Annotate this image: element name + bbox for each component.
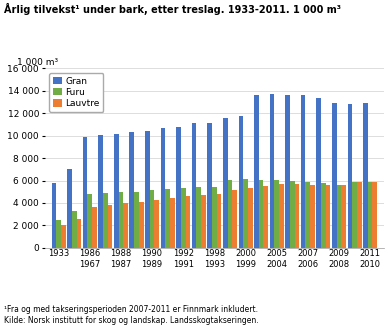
Bar <box>223 118 228 248</box>
Bar <box>270 94 274 248</box>
Bar <box>52 183 56 248</box>
Bar <box>228 180 232 248</box>
Bar <box>337 185 341 248</box>
Bar <box>67 169 72 248</box>
Bar <box>372 182 377 248</box>
Bar <box>123 203 128 248</box>
Bar <box>263 185 268 248</box>
Bar <box>357 182 362 248</box>
Bar <box>87 194 92 248</box>
Bar <box>150 190 154 248</box>
Bar <box>103 193 108 248</box>
Bar <box>254 95 259 248</box>
Bar <box>248 188 253 248</box>
Bar <box>92 207 97 248</box>
Bar <box>145 131 150 248</box>
Bar <box>154 200 159 248</box>
Bar <box>61 225 66 248</box>
Bar <box>165 189 170 248</box>
Bar <box>352 182 357 248</box>
Bar <box>176 127 181 248</box>
Bar <box>119 192 123 248</box>
Bar <box>170 198 175 248</box>
Bar <box>201 195 206 248</box>
Bar <box>326 185 331 248</box>
Bar <box>185 196 190 248</box>
Bar <box>363 103 368 248</box>
Bar <box>108 205 113 248</box>
Bar <box>285 95 290 248</box>
Bar <box>348 104 352 248</box>
Bar <box>134 192 139 248</box>
Bar <box>332 103 337 248</box>
Bar <box>130 132 134 248</box>
Bar <box>232 190 237 248</box>
Bar <box>316 98 321 248</box>
Bar <box>212 187 217 248</box>
Bar <box>192 123 196 248</box>
Bar <box>83 137 87 248</box>
Bar <box>72 211 76 248</box>
Bar <box>207 123 212 248</box>
Bar <box>290 181 294 248</box>
Bar <box>243 179 248 248</box>
Bar <box>196 187 201 248</box>
Bar <box>294 185 299 248</box>
Bar <box>76 219 81 248</box>
Bar <box>279 184 284 248</box>
Text: ¹Fra og med takseringsperioden 2007-2011 er Finnmark inkludert.: ¹Fra og med takseringsperioden 2007-2011… <box>4 305 258 314</box>
Bar <box>301 96 305 248</box>
Legend: Gran, Furu, Lauvtre: Gran, Furu, Lauvtre <box>49 73 103 112</box>
Bar <box>274 180 279 248</box>
Bar <box>181 188 185 248</box>
Bar <box>368 182 372 248</box>
Bar <box>259 180 263 248</box>
Text: Årlig tilvekst¹ under bark, etter treslag. 1933-2011. 1 000 m³: Årlig tilvekst¹ under bark, etter tresla… <box>4 3 341 15</box>
Bar <box>305 182 310 248</box>
Bar <box>310 185 315 248</box>
Bar <box>239 116 243 248</box>
Bar <box>56 220 61 248</box>
Text: 1 000 m³: 1 000 m³ <box>17 58 59 67</box>
Bar <box>341 185 346 248</box>
Bar <box>321 183 326 248</box>
Bar <box>98 135 103 248</box>
Bar <box>139 202 144 248</box>
Bar <box>217 194 222 248</box>
Bar <box>114 134 119 248</box>
Text: Kilde: Norsk institutt for skog og landskap. Landsskogtakseringen.: Kilde: Norsk institutt for skog og lands… <box>4 316 258 325</box>
Bar <box>161 128 165 248</box>
